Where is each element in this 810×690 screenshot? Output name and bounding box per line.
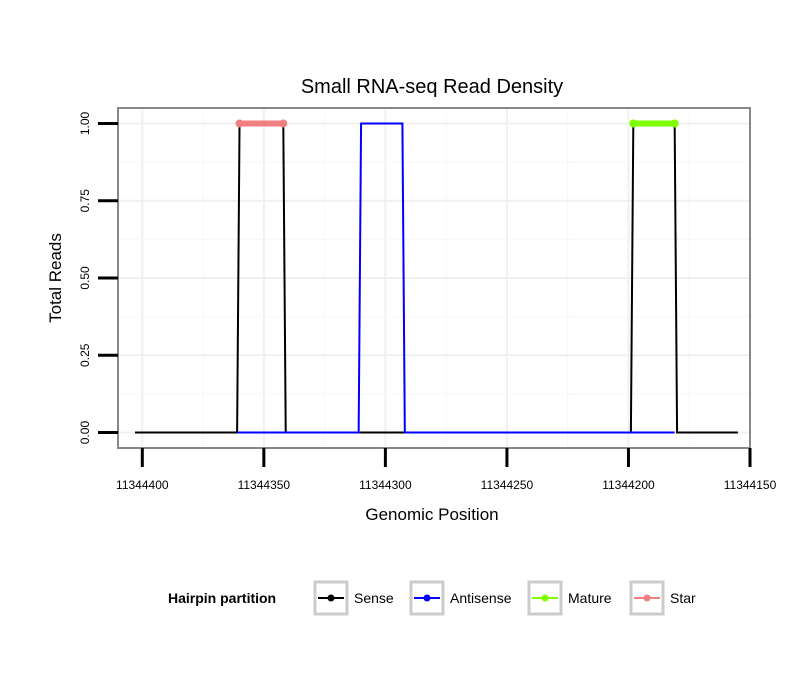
y-tick-label: 0.50 — [78, 266, 92, 290]
x-tick-label: 11344300 — [359, 478, 412, 492]
plot-area — [117, 107, 751, 449]
x-tick-label: 11344400 — [116, 478, 169, 492]
x-tick-label: 11344150 — [724, 478, 777, 492]
legend-title: Hairpin partition — [168, 590, 276, 606]
y-axis: 0.00 0.25 0.50 0.75 1.00 — [78, 111, 118, 444]
series-lines — [135, 119, 738, 434]
x-axis: 11344400 11344350 11344300 11344250 11344200… — [116, 448, 777, 492]
legend-label-mature: Mature — [568, 590, 612, 606]
series-line-antisense — [237, 122, 675, 434]
legend-label-antisense: Antisense — [450, 590, 512, 606]
legend: Hairpin partition Sense Antisense Mature St… — [168, 580, 696, 616]
chart-title: Small RNA-seq Read Density — [301, 76, 563, 98]
series-point-mature — [670, 119, 679, 128]
x-tick-label: 11344200 — [602, 478, 655, 492]
x-axis-title: Genomic Position — [365, 505, 498, 524]
series-point-star — [235, 119, 244, 128]
y-tick-label: 0.00 — [78, 421, 92, 445]
y-tick-label: 1.00 — [78, 111, 92, 135]
legend-label-star: Star — [670, 590, 696, 606]
legend-swatch-dot-mature — [541, 594, 549, 602]
x-tick-label: 11344350 — [238, 478, 291, 492]
y-tick-label: 0.25 — [78, 343, 92, 367]
legend-swatch-dot-star — [643, 594, 651, 602]
series-point-star — [279, 119, 288, 128]
legend-swatch-dot-antisense — [423, 594, 431, 602]
series-point-mature — [629, 119, 638, 128]
legend-label-sense: Sense — [354, 590, 394, 606]
y-tick-label: 0.75 — [78, 189, 92, 213]
x-tick-label: 11344250 — [481, 478, 534, 492]
y-axis-title: Total Reads — [46, 233, 65, 323]
legend-swatch-dot-sense — [327, 594, 335, 602]
